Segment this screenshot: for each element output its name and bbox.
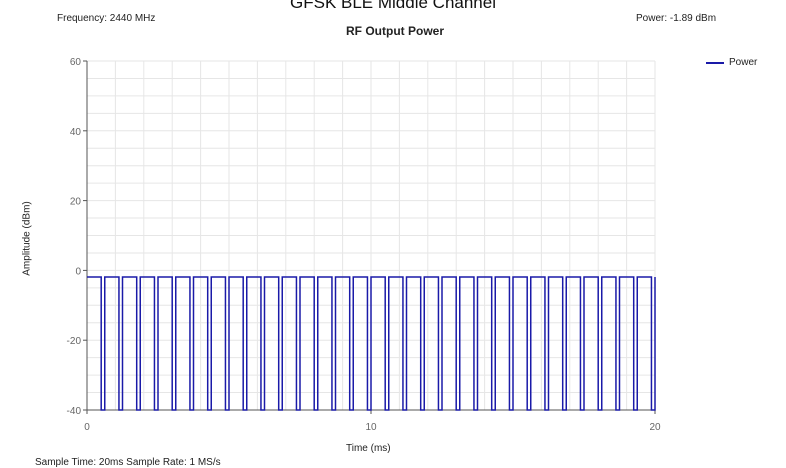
y-tick-label: 60 — [70, 57, 82, 68]
y-tick-label: 40 — [70, 127, 82, 138]
sample-info: Sample Time: 20ms Sample Rate: 1 MS/s — [35, 457, 221, 468]
chart-title: RF Output Power — [346, 24, 444, 38]
power-readout: Power: -1.89 dBm — [636, 13, 717, 24]
y-tick-label: 20 — [70, 197, 82, 208]
legend: Power — [706, 57, 757, 68]
y-tick-label: -40 — [67, 406, 82, 417]
legend-label: Power — [729, 57, 758, 68]
x-axis-label: Time (ms) — [346, 443, 391, 454]
y-axis-label: Amplitude (dBm) — [21, 201, 33, 276]
y-tick-label: -20 — [67, 336, 82, 347]
power-series-line — [87, 276, 656, 411]
legend-swatch — [706, 61, 724, 64]
x-tick-label: 10 — [365, 422, 377, 433]
top-title: GFSK BLE Middle Channel — [290, 0, 496, 12]
y-tick-label: 0 — [75, 266, 81, 277]
x-tick-label: 20 — [649, 422, 661, 433]
frequency-readout: Frequency: 2440 MHz — [57, 13, 156, 24]
x-tick-label: 0 — [84, 422, 90, 433]
